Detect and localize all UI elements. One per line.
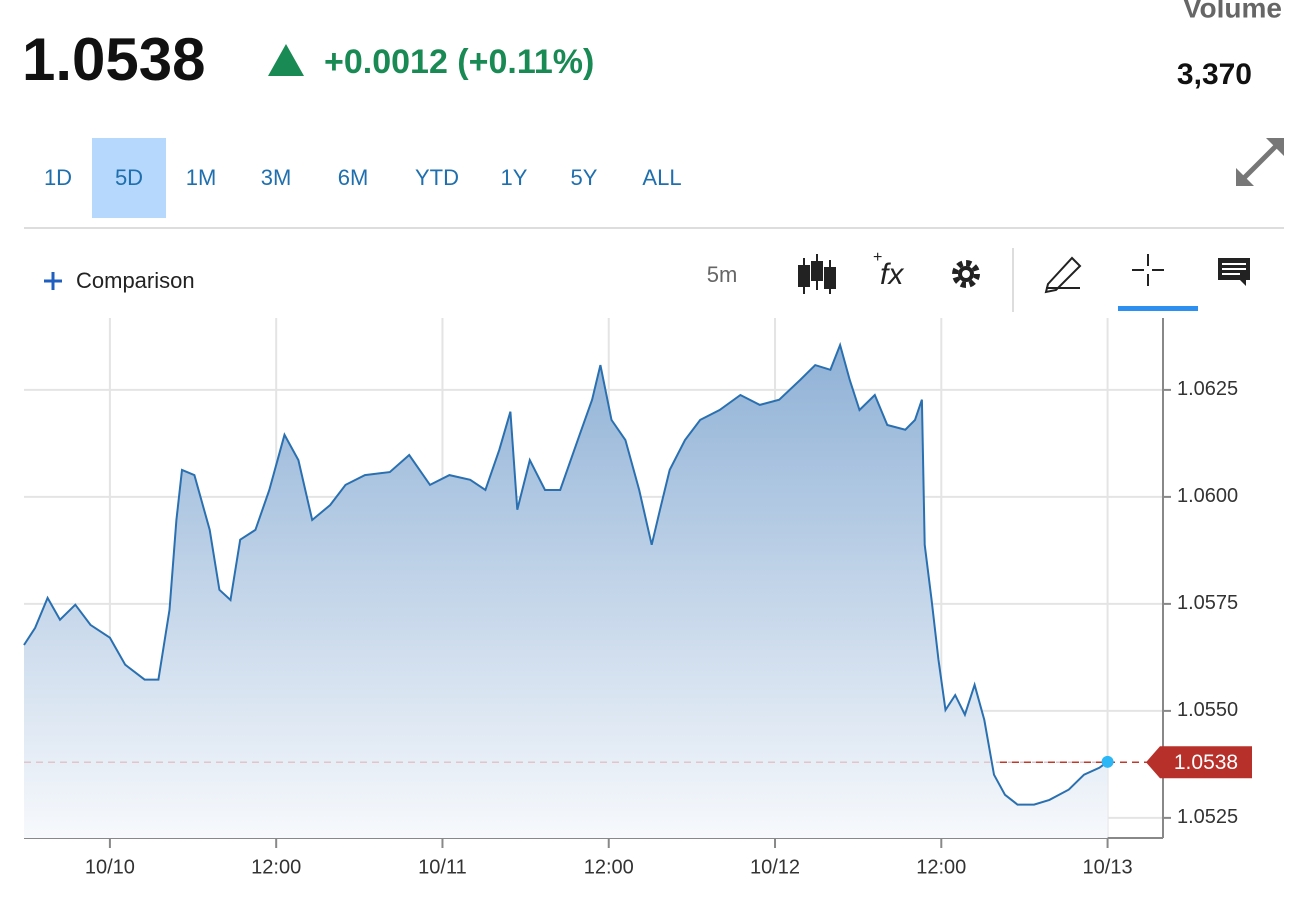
settings-icon[interactable] xyxy=(952,260,980,288)
area xyxy=(24,345,1108,838)
last-price-flag xyxy=(1146,746,1252,779)
indicator-icon[interactable]: fx xyxy=(880,258,904,291)
x-tick-label: 10/12 xyxy=(750,856,800,878)
y-tick-label: 1.0600 xyxy=(1177,485,1238,507)
x-tick-label: 10/13 xyxy=(1083,856,1133,878)
last-point xyxy=(1101,755,1114,768)
volume-label: Volume xyxy=(1183,0,1282,23)
price-change: +0.0012 (+0.11%) xyxy=(324,43,594,81)
expand-icon[interactable] xyxy=(1236,138,1284,186)
comparison[interactable]: Comparison xyxy=(76,268,195,293)
range-buttons: 1D 5D 1M 3M 6M YTD 1Y 5Y ALL xyxy=(44,138,682,218)
candles-icon[interactable] xyxy=(798,254,836,294)
x-tick-label: 10/10 xyxy=(85,856,135,878)
comparison-plus[interactable] xyxy=(44,272,62,290)
up-arrow xyxy=(268,44,304,76)
range-button[interactable]: YTD xyxy=(415,165,459,190)
range-button[interactable]: 5Y xyxy=(571,165,598,190)
draw-icon[interactable] xyxy=(1044,256,1082,294)
range-button[interactable]: 1Y xyxy=(501,165,528,190)
range-button[interactable]: 6M xyxy=(338,165,369,190)
last-price-label: 1.0538 xyxy=(1174,751,1238,774)
volume: 3,370 xyxy=(1177,58,1252,91)
active-tool-underline xyxy=(1118,306,1198,311)
y-tick-label: 1.0625 xyxy=(1177,378,1238,400)
x-tick-label: 10/11 xyxy=(418,856,467,878)
price-line xyxy=(23,341,1109,806)
price: 1.0538 xyxy=(22,26,206,93)
y-tick-label: 1.0575 xyxy=(1177,592,1238,614)
plot: 10/10 12:00 10/11 12:00 10/12 12:00 10/13 1.052… xyxy=(23,318,1252,878)
x-tick-label: 12:00 xyxy=(584,856,634,878)
range-button[interactable]: 5D xyxy=(115,165,143,190)
interval[interactable]: 5m xyxy=(707,262,738,287)
x-tick-label: 12:00 xyxy=(251,856,301,878)
x-tick-label: 12:00 xyxy=(916,856,966,878)
y-tick-label: 1.0550 xyxy=(1177,699,1238,721)
range-button[interactable]: 3M xyxy=(261,165,292,190)
range-selected xyxy=(92,138,166,218)
comment-icon[interactable] xyxy=(1218,258,1250,286)
range-button[interactable]: 1D xyxy=(44,165,72,190)
crosshair-icon[interactable] xyxy=(1132,254,1164,286)
range-button[interactable]: 1M xyxy=(186,165,217,190)
y-tick-label: 1.0525 xyxy=(1177,806,1238,828)
range-button[interactable]: ALL xyxy=(642,165,681,190)
plus-mark: + xyxy=(873,249,882,266)
